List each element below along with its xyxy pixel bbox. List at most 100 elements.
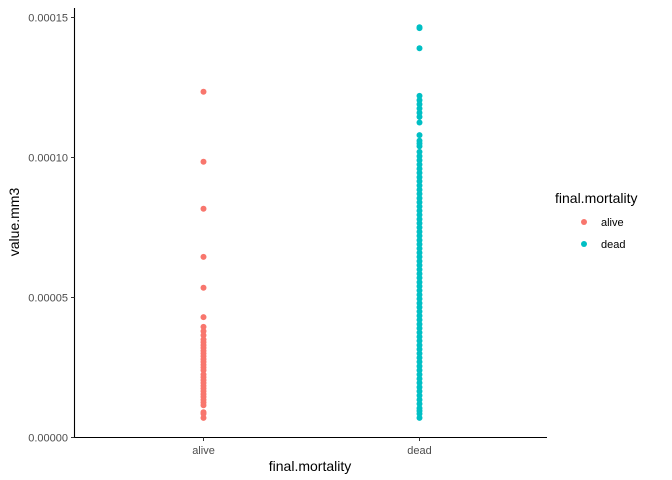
data-point-dead — [416, 245, 423, 252]
data-point-dead — [416, 312, 423, 319]
data-point-alive — [200, 410, 207, 417]
legend-title: final.mortality — [555, 190, 637, 206]
data-point-dead — [416, 109, 423, 116]
data-point-dead — [416, 367, 423, 374]
data-point-dead — [416, 105, 423, 112]
legend-label-alive: alive — [601, 217, 624, 229]
y-ticks: 0.00000 0.00005 0.00010 0.00015 — [28, 13, 75, 445]
legend: final.mortality alive dead — [555, 190, 637, 251]
legend-key-alive — [581, 219, 587, 225]
data-point-dead — [416, 165, 423, 172]
data-point-dead — [416, 113, 423, 120]
data-point-alive — [200, 88, 207, 95]
data-point-dead — [416, 283, 423, 290]
data-point-dead — [416, 186, 423, 193]
data-point-alive — [200, 367, 207, 374]
data-point-dead — [416, 304, 423, 311]
data-point-dead — [416, 295, 423, 302]
data-point-dead — [416, 354, 423, 361]
legend-entries: alive dead — [581, 217, 625, 251]
data-point-dead — [416, 153, 423, 160]
data-point-dead — [416, 316, 423, 323]
y-tick-label: 0.00000 — [28, 433, 68, 445]
x-ticks: alive dead — [192, 437, 432, 457]
data-point-dead — [416, 161, 423, 168]
data-point-dead — [416, 25, 423, 32]
data-point-dead — [416, 262, 423, 269]
data-point-dead — [416, 199, 423, 206]
data-point-dead — [416, 371, 423, 378]
x-tick-label: dead — [407, 445, 431, 457]
data-point-dead — [416, 207, 423, 214]
data-point-alive — [200, 323, 207, 330]
data-point-alive — [200, 328, 207, 335]
data-point-dead — [416, 308, 423, 315]
data-point-dead — [416, 414, 423, 421]
data-point-dead — [416, 300, 423, 307]
y-tick-label: 0.00015 — [28, 13, 68, 25]
data-point-dead — [416, 379, 423, 386]
data-point-dead — [416, 342, 423, 349]
data-point-dead — [416, 337, 423, 344]
data-point-dead — [416, 211, 423, 218]
points-layer — [200, 24, 423, 421]
data-point-alive — [200, 284, 207, 291]
y-axis-title: value.mm3 — [6, 188, 22, 257]
data-point-dead — [416, 279, 423, 286]
data-point-dead — [416, 388, 423, 395]
x-tick-label: alive — [192, 445, 215, 457]
data-point-alive — [200, 402, 207, 409]
data-point-alive — [200, 332, 207, 339]
data-point-dead — [416, 346, 423, 353]
data-point-dead — [416, 101, 423, 108]
data-point-dead — [416, 148, 423, 155]
data-point-dead — [416, 392, 423, 399]
data-point-dead — [416, 178, 423, 185]
data-point-dead — [416, 157, 423, 164]
data-point-dead — [416, 291, 423, 298]
x-axis-title: final.mortality — [269, 458, 351, 474]
data-point-dead — [416, 350, 423, 357]
data-point-dead — [416, 396, 423, 403]
data-point-dead — [416, 220, 423, 227]
data-point-dead — [416, 363, 423, 370]
data-point-dead — [416, 216, 423, 223]
data-point-dead — [416, 224, 423, 231]
data-point-dead — [416, 410, 423, 417]
data-point-dead — [416, 45, 423, 52]
data-point-dead — [416, 132, 423, 139]
y-tick-label: 0.00010 — [28, 153, 68, 165]
data-point-dead — [416, 287, 423, 294]
legend-key-dead — [581, 241, 587, 247]
data-point-alive — [200, 253, 207, 260]
data-point-dead — [416, 97, 423, 104]
data-point-dead — [416, 169, 423, 176]
data-point-alive — [200, 314, 207, 321]
data-point-alive — [200, 205, 207, 212]
data-point-dead — [416, 375, 423, 382]
data-point-dead — [416, 329, 423, 336]
data-point-dead — [416, 182, 423, 189]
data-point-dead — [416, 400, 423, 407]
data-point-dead — [416, 203, 423, 210]
data-point-dead — [416, 274, 423, 281]
data-point-alive — [200, 414, 207, 421]
data-point-dead — [416, 270, 423, 277]
data-point-dead — [416, 325, 423, 332]
data-point-dead — [416, 249, 423, 256]
y-tick-label: 0.00005 — [28, 293, 68, 305]
data-point-dead — [416, 174, 423, 181]
legend-label-dead: dead — [601, 239, 625, 251]
data-point-dead — [416, 195, 423, 202]
data-point-dead — [416, 384, 423, 391]
data-point-dead — [416, 119, 423, 126]
data-point-dead — [416, 253, 423, 260]
data-point-dead — [416, 358, 423, 365]
data-point-dead — [416, 258, 423, 265]
data-point-alive — [200, 158, 207, 165]
data-point-dead — [416, 92, 423, 99]
data-point-dead — [416, 321, 423, 328]
data-point-dead — [416, 333, 423, 340]
data-point-dead — [416, 241, 423, 248]
